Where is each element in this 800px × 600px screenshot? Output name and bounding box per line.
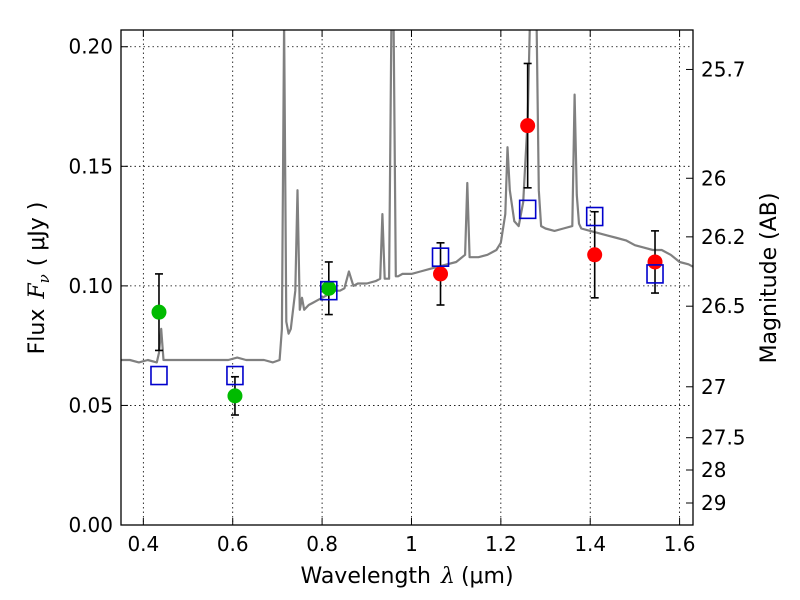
axis-ticks: 0.4 0.6 0.8 1 1.2 1.4 1.6 0.00 0.05 0.10 0.15 0.20 2… <box>68 30 746 556</box>
model-square-point <box>319 280 338 301</box>
y2-axis-label: Magnitude (AB) <box>757 193 782 364</box>
x-tick-label: 0.6 <box>217 532 249 556</box>
y2-tick-label: 29 <box>701 491 726 515</box>
y2-tick-label: 25.7 <box>701 57 746 81</box>
model-square-point <box>646 264 664 284</box>
x-tick-label: 1.4 <box>574 532 606 556</box>
red-data-point <box>647 254 663 270</box>
model-square-point <box>226 365 244 386</box>
red-data-point <box>433 266 449 282</box>
y2-tick-label: 28 <box>701 458 726 482</box>
x-tick-label: 1.2 <box>485 532 517 556</box>
x-tick-label: 1 <box>405 532 418 556</box>
plot-area <box>121 30 693 416</box>
x-tick-label: 1.6 <box>664 532 696 556</box>
grid <box>121 30 693 526</box>
model-square-point <box>518 199 537 220</box>
red-data-point <box>587 247 603 263</box>
spectrum-line <box>121 30 693 364</box>
y-tick-label: 0.10 <box>68 274 113 298</box>
y-tick-label: 0.05 <box>68 393 113 417</box>
y-tick-label: 0.00 <box>68 513 113 537</box>
plot-frame <box>120 29 694 526</box>
y-tick-label: 0.20 <box>68 35 113 59</box>
y2-tick-label: 26.2 <box>701 225 746 249</box>
y2-tick-label: 26.5 <box>701 294 746 318</box>
y-axis-label: FluxFν( μJy ) <box>25 202 53 355</box>
model-square-point <box>431 247 450 267</box>
green-data-point <box>151 304 167 320</box>
x-axis-label: Wavelength λ (μm) <box>300 564 513 589</box>
x-tick-label: 0.4 <box>127 532 159 556</box>
model-square-point <box>585 206 604 227</box>
y2-tick-label: 26 <box>701 166 726 190</box>
y2-tick-label: 27.5 <box>701 426 746 450</box>
red-data-point <box>520 118 536 134</box>
green-data-point <box>321 280 337 296</box>
model-square-point <box>150 365 168 386</box>
y2-tick-label: 27 <box>701 375 726 399</box>
x-tick-label: 0.8 <box>306 532 338 556</box>
y-tick-label: 0.15 <box>68 154 113 178</box>
green-data-point <box>227 388 243 404</box>
